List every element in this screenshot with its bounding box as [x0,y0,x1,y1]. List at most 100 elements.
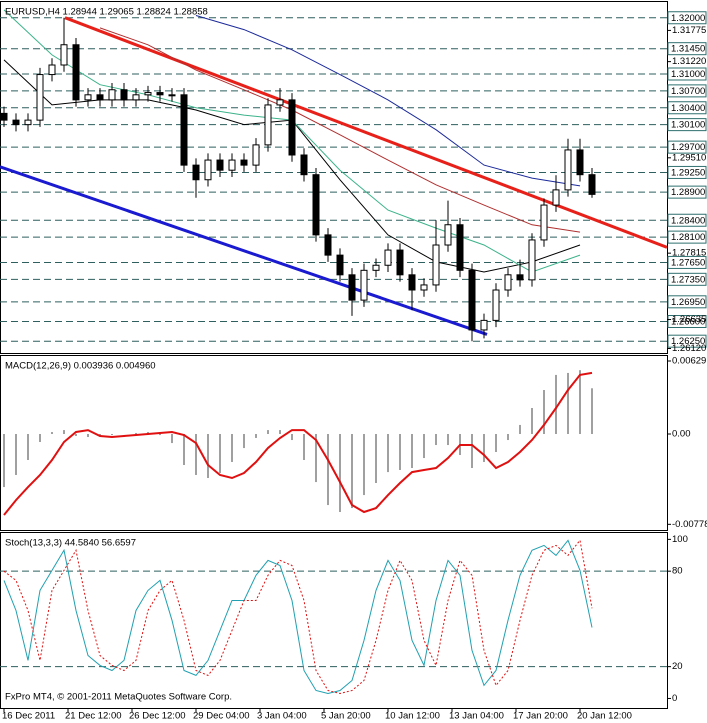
candle-body [12,119,20,126]
candle-body [312,174,320,236]
y-tick-label: 1.29510 [672,152,706,163]
y-tick-label: -0.00778 [672,519,707,530]
level-label-box [667,84,707,98]
x-tick-label: 29 Dec 04:00 [193,711,250,722]
candle-body [552,189,560,206]
moving-average [195,15,581,187]
candle-body [276,99,284,106]
candle-body [228,159,236,171]
y-tick-label: 1.26635 [672,314,706,325]
y-tick-label: 20 [672,661,683,672]
candle-body [144,92,152,96]
level-label-box [667,334,707,348]
candle-body [516,274,524,281]
panel-title: MACD(12,26,9) 0.003936 0.004960 [5,361,156,372]
level-label: 1.26250 [671,336,705,347]
y-tick-label: 1.26120 [672,343,706,354]
y-tick-label: 0 [672,693,677,704]
candle-body [480,319,488,331]
level-label: 1.28900 [671,187,705,198]
candle-body [180,94,188,166]
level-label-box [667,230,707,244]
y-tick-label: 0.00629 [672,356,706,367]
candle-body [528,239,536,281]
level-label-box [667,140,707,154]
x-tick-label: 26 Dec 12:00 [129,711,186,722]
level-label-box [667,101,707,115]
level-label-box [667,118,707,132]
level-label: 1.30400 [671,103,705,114]
panel-frame [0,532,668,709]
copyright: FxPro MT4, © 2001-2011 MetaQuotes Softwa… [5,692,232,703]
candle-body [372,264,380,271]
candle-body [324,234,332,256]
stoch-line [3,539,593,695]
candle-body [24,119,32,126]
level-label: 1.28100 [671,232,705,243]
candle-body [444,224,452,246]
candle-body [504,274,512,291]
x-tick-label: 20 Jan 12:00 [577,711,632,722]
y-tick-label: 100 [672,534,688,545]
candle-body [120,89,128,101]
x-tick-label: 21 Dec 12:00 [65,711,122,722]
stoch-line [3,539,593,695]
y-tick-label: 80 [672,566,683,577]
level-label-box [667,295,707,309]
candle-body [48,64,56,76]
moving-average [99,27,581,233]
level-label-box [667,185,707,199]
x-tick-label: 16 Dec 2011 [2,711,55,722]
y-tick-label: 1.31220 [672,56,706,67]
candle-body [564,149,572,191]
candle-body [60,44,68,66]
level-label: 1.26950 [671,297,705,308]
candle-body [420,284,428,291]
signal-line [3,371,593,516]
panel-plot [3,370,593,516]
level-label: 1.27650 [671,257,705,268]
level-label: 1.28400 [671,215,705,226]
candle-body [252,144,260,166]
level-label: 1.26600 [671,317,705,328]
candle-body [336,254,344,276]
x-tick-label: 13 Jan 04:00 [449,711,504,722]
candle-body [156,92,164,96]
candle-body [168,94,176,97]
candle-body [288,99,296,156]
candle-body [216,159,224,171]
level-label: 1.30100 [671,120,705,131]
candle-body [348,274,356,301]
candle-body [204,159,212,181]
candle-body [468,269,476,331]
candle-body [84,94,92,101]
x-tick-label: 10 Jan 12:00 [385,711,440,722]
level-label: 1.31450 [671,44,705,55]
panel-plot [0,539,667,695]
candle-body [192,164,200,181]
x-tick-label: 17 Jan 20:00 [513,711,568,722]
level-label-box [667,315,707,328]
y-tick-label: 0.00 [672,429,691,440]
candle-body [576,149,584,176]
trend-line [64,16,667,249]
level-label-box [667,255,707,269]
candle-body [408,274,416,291]
y-tick-label: 1.31775 [672,25,706,36]
candle-body [240,159,248,166]
candle-body [132,94,140,101]
candle-body [72,44,80,101]
level-label: 1.30700 [671,86,705,97]
trend-line [0,165,488,336]
level-label: 1.32000 [671,13,705,24]
level-label-box [667,11,707,25]
candle-body [456,224,464,271]
candle-body [588,174,596,195]
level-label-box [667,272,707,286]
level-label: 1.31000 [671,69,705,80]
y-tick-label: 1.27815 [672,248,706,259]
candle-body [264,104,272,146]
level-label-box [667,165,707,179]
candle-body [396,249,404,276]
candle-body [540,204,548,241]
